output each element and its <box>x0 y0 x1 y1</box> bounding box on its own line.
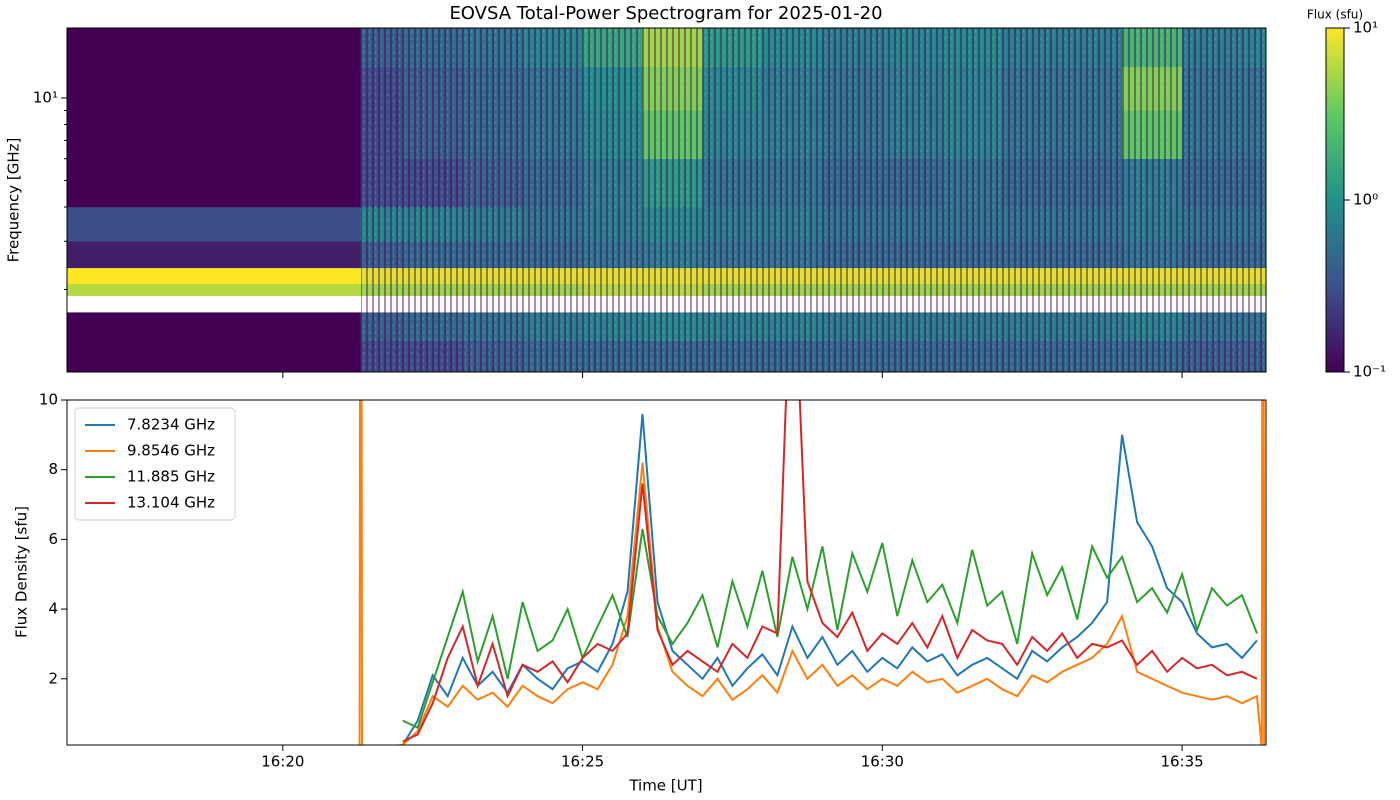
legend-label: 9.8546 GHz <box>127 442 215 460</box>
x-axis-label: Time [UT] <box>628 777 702 795</box>
legend-box <box>74 407 236 521</box>
y-tick-label: 4 <box>48 600 58 618</box>
heat-cell <box>67 28 362 68</box>
colorbar-tick-label: 10¹ <box>1353 19 1378 37</box>
legend-label: 13.104 GHz <box>127 494 215 512</box>
heat-cell <box>67 267 362 284</box>
legend-label: 11.885 GHz <box>127 468 215 486</box>
y-tick-label: 10¹ <box>33 88 58 106</box>
x-tick-label: 16:35 <box>1160 753 1203 771</box>
series-line <box>402 528 1258 729</box>
x-tick-label: 16:20 <box>261 753 304 771</box>
axes-frame <box>66 27 1267 373</box>
colorbar-tick-label: 10⁰ <box>1353 191 1378 209</box>
y-axis-label: Frequency [GHz] <box>5 138 23 263</box>
y-tick-label: 10 <box>39 391 58 409</box>
heat-cell <box>67 207 362 242</box>
heat-cell <box>67 66 362 111</box>
heat-cell <box>67 158 362 208</box>
y-tick-label: 6 <box>48 530 58 548</box>
colorbar-tick-label: 10⁻¹ <box>1353 363 1386 381</box>
x-tick-label: 16:30 <box>861 753 904 771</box>
heat-cell <box>67 283 362 296</box>
y-tick-label: 2 <box>48 669 58 687</box>
heat-cell <box>67 312 362 342</box>
texture <box>361 28 1266 372</box>
lines <box>358 400 1266 745</box>
series-line <box>402 400 1258 743</box>
axes-frame <box>66 399 1267 746</box>
colorbar <box>1325 27 1345 373</box>
chart-title: EOVSA Total-Power Spectrogram for 2025-0… <box>449 3 882 24</box>
x-tick-label: 16:25 <box>561 753 604 771</box>
y-tick-label: 8 <box>48 460 58 478</box>
colorbar-title: Flux (sfu) <box>1307 8 1363 22</box>
heat-cell <box>67 110 362 160</box>
series-line <box>401 413 1258 745</box>
y-axis-label: Flux Density [sfu] <box>13 506 31 638</box>
heat-cell <box>67 241 362 269</box>
legend-label: 7.8234 GHz <box>127 416 215 434</box>
heat-cell <box>67 340 362 372</box>
series-line <box>358 400 1266 745</box>
